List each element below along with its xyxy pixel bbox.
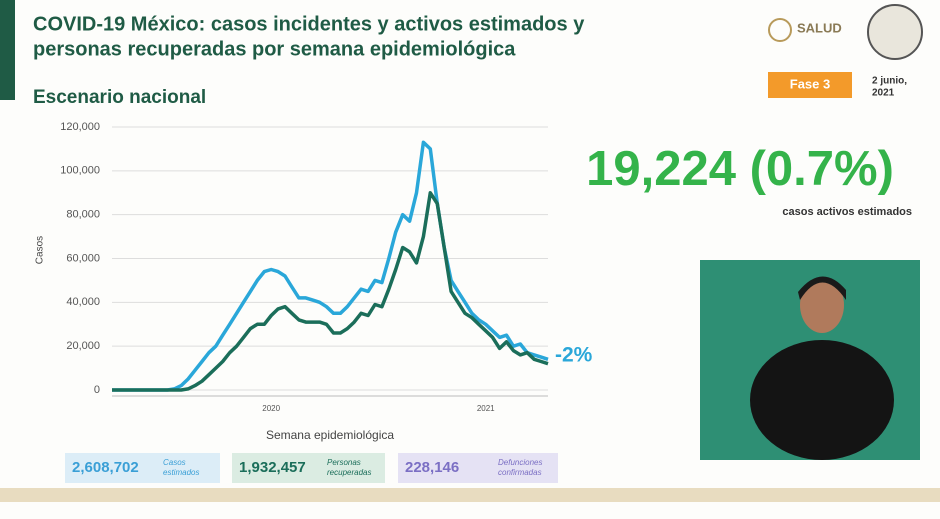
title-line: personas recuperadas por semana epidemio… (33, 38, 516, 60)
logo-text: SALUD (797, 20, 842, 35)
highlight-value: 19,224 (0.7%) (586, 142, 894, 196)
date: 2 junio, (872, 76, 907, 87)
accent-bar (0, 0, 15, 100)
x-axis-label: Semana epidemiológica (266, 428, 394, 442)
total-value: 2,608,702 (72, 459, 139, 476)
subtitle: Escenario nacional (33, 87, 206, 108)
date: 2021 (872, 88, 895, 99)
highlight-caption: casos activos estimados (782, 206, 912, 218)
x-tick-label: 2020 (262, 404, 280, 413)
total-label: confirmadas (498, 468, 542, 477)
total-label: Casos (163, 458, 186, 467)
annotation: -2% (555, 344, 593, 367)
series-line (112, 140, 549, 392)
x-tick-label: 2021 (477, 404, 495, 413)
total-box (232, 453, 385, 483)
total-label: Defunciones (498, 458, 542, 467)
anniversary-logo (867, 4, 923, 60)
footer-strip (0, 488, 940, 502)
title-line: COVID-19 México: casos incidentes y acti… (33, 13, 585, 35)
logo-emblem (768, 18, 792, 42)
total-box (398, 453, 558, 483)
y-tick-label: 40,000 (66, 296, 100, 308)
total-box (65, 453, 220, 483)
y-tick-label: 20,000 (66, 340, 100, 352)
total-label: estimados (163, 468, 199, 477)
y-tick-label: 60,000 (66, 252, 100, 264)
series-line (112, 191, 549, 392)
y-axis-label: Casos (35, 236, 46, 264)
total-value: 1,932,457 (239, 459, 306, 476)
total-label: Personas (327, 458, 361, 467)
total-value: 228,146 (405, 459, 459, 476)
y-tick-label: 80,000 (66, 209, 100, 221)
y-tick-label: 100,000 (60, 165, 100, 177)
phase-text: Fase 3 (790, 76, 830, 91)
y-tick-label: 0 (94, 384, 100, 396)
video-panel (700, 260, 920, 460)
phase-badge (768, 72, 852, 98)
total-label: recuperadas (327, 468, 371, 477)
y-tick-label: 120,000 (60, 121, 100, 133)
